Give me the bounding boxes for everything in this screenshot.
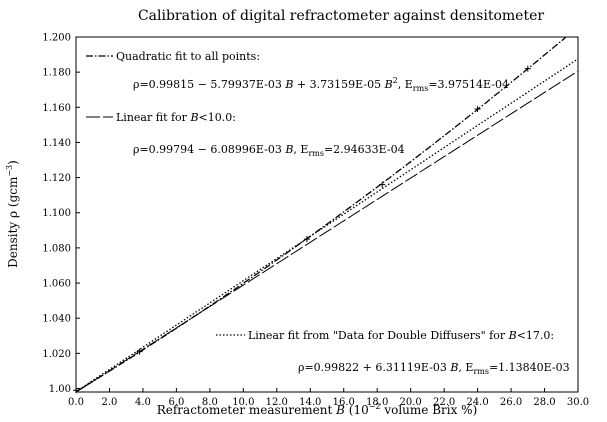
x-tick-label: 24.0 xyxy=(466,397,488,408)
y-tick-label: 1.200 xyxy=(42,33,71,44)
x-tick-label: 0.0 xyxy=(68,397,84,408)
x-axis-label: Refractometer measurement B (10−2 volume… xyxy=(157,402,478,417)
x-tick-label: 12.0 xyxy=(266,397,288,408)
data-point xyxy=(379,181,386,188)
x-tick-label: 4.0 xyxy=(135,397,151,408)
legend-quadratic-label: Quadratic fit to all points: xyxy=(116,50,260,63)
data-markers xyxy=(73,65,531,394)
data-point xyxy=(524,65,531,72)
legend-double-diffusers-label: Linear fit from "Data for Double Diffuse… xyxy=(248,329,554,342)
x-tick-label: 18.0 xyxy=(366,397,388,408)
data-point xyxy=(73,387,79,394)
y-tick-label: 1.180 xyxy=(42,68,71,79)
y-tick-label: 1.040 xyxy=(42,314,71,325)
series-line-3 xyxy=(75,58,579,393)
y-axis: 1.00 1.020 1.040 1.060 1.080 1.100 1.120 1.140 1… xyxy=(42,33,80,395)
plot-area xyxy=(75,36,579,393)
x-tick-label: 22.0 xyxy=(433,397,455,408)
y-tick-label: 1.020 xyxy=(42,349,71,360)
x-tick-label: 10.0 xyxy=(232,397,254,408)
series-line-2 xyxy=(75,70,579,393)
data-point xyxy=(474,106,481,113)
chart-title: Calibration of digital refractometer aga… xyxy=(138,8,544,24)
y-tick-label: 1.060 xyxy=(42,279,71,290)
x-tick-label: 14.0 xyxy=(299,397,321,408)
double-diffusers-equation: ρ=0.99822 + 6.31119E-03 B, Erms=1.13840E… xyxy=(298,361,570,376)
x-tick-label: 26.0 xyxy=(500,397,522,408)
series-lines xyxy=(75,37,579,393)
linear-equation: ρ=0.99794 − 6.08996E-03 B, Erms=2.94633E… xyxy=(133,143,405,158)
y-tick-label: 1.120 xyxy=(42,173,71,184)
x-tick-label: 20.0 xyxy=(400,397,422,408)
y-tick-label: 1.160 xyxy=(42,103,71,114)
y-axis-label: Density ρ (gcm−3) xyxy=(5,160,20,268)
quadratic-equation: ρ=0.99815 − 5.79937E-03 B + 3.73159E-05 … xyxy=(133,76,509,93)
legend-linear-label: Linear fit for B<10.0: xyxy=(116,111,236,124)
x-tick-label: 16.0 xyxy=(333,397,355,408)
data-point xyxy=(303,236,310,243)
x-tick-label: 8.0 xyxy=(202,397,218,408)
x-tick-label: 6.0 xyxy=(168,397,184,408)
x-tick-label: 28.0 xyxy=(533,397,555,408)
y-tick-label: 1.100 xyxy=(42,208,71,219)
y-tick-label: 1.080 xyxy=(42,243,71,254)
x-tick-label: 2.0 xyxy=(102,397,118,408)
x-axis: 0.0 2.0 4.0 6.0 8.0 10.0 12.0 14.0 16.0 18.0 20.0 2… xyxy=(68,388,589,408)
x-tick-label: 30.0 xyxy=(567,397,589,408)
y-tick-label: 1.140 xyxy=(42,138,71,149)
y-tick-label: 1.00 xyxy=(49,384,71,395)
data-point xyxy=(136,348,143,355)
